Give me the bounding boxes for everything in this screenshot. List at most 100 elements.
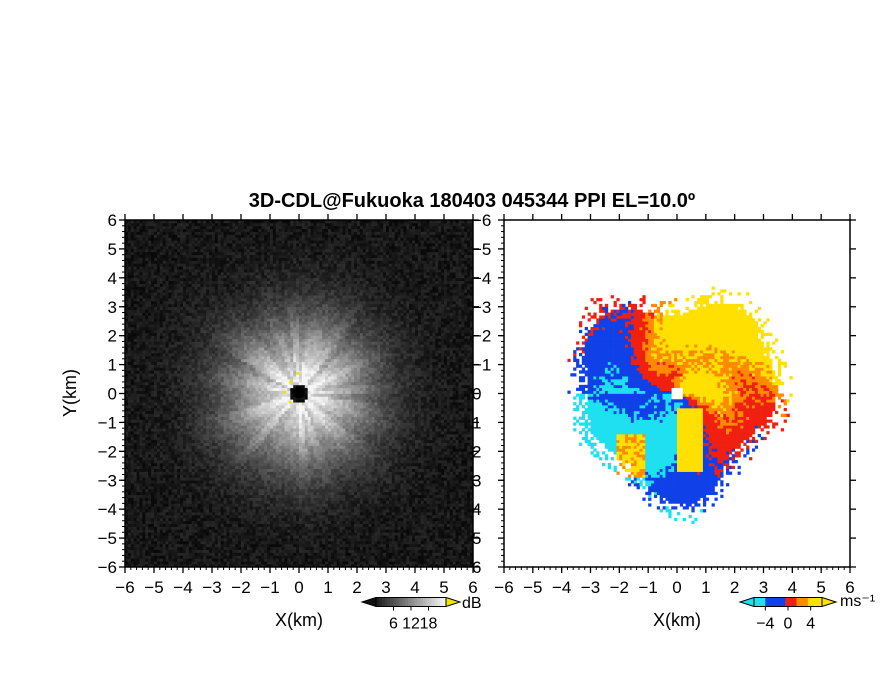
intensity-cell (229, 298, 233, 302)
intensity-cell (194, 448, 198, 452)
intensity-cell (139, 364, 143, 368)
intensity-cell (177, 222, 181, 227)
intensity-cell (177, 344, 181, 348)
intensity-cell (185, 500, 190, 504)
intensity-cell (130, 260, 135, 264)
intensity-cell (191, 260, 195, 264)
intensity-cell (125, 445, 129, 449)
intensity-cell (130, 292, 135, 296)
intensity-cell (159, 387, 164, 391)
intensity-cell (133, 353, 137, 357)
intensity-cell (145, 445, 149, 449)
intensity-cell (226, 240, 230, 244)
intensity-cell (151, 237, 155, 241)
intensity-cell (206, 471, 210, 475)
intensity-cell (125, 514, 129, 519)
intensity-cell (223, 558, 227, 562)
intensity-cell (188, 483, 193, 487)
intensity-cell (185, 552, 190, 556)
intensity-cell (203, 402, 207, 406)
intensity-cell (133, 376, 137, 380)
intensity-cell (165, 379, 169, 383)
intensity-cell (142, 300, 146, 305)
intensity-cell (151, 225, 155, 230)
intensity-cell (185, 520, 190, 524)
intensity-cell (130, 503, 135, 507)
intensity-cell (125, 222, 129, 227)
intensity-cell (180, 376, 184, 380)
intensity-cell (203, 506, 207, 510)
intensity-cell (200, 225, 204, 230)
intensity-cell (154, 422, 158, 426)
intensity-cell (154, 500, 158, 504)
intensity-cell (232, 514, 236, 519)
intensity-cell (188, 277, 193, 282)
intensity-cell (238, 283, 242, 287)
intensity-cell (174, 540, 178, 545)
intensity-cell (185, 246, 190, 250)
intensity-cell (165, 390, 169, 394)
intensity-cell (229, 254, 233, 258)
intensity-cell (133, 326, 137, 331)
intensity-cell (223, 512, 227, 516)
intensity-cell (185, 361, 190, 365)
intensity-cell (142, 295, 146, 299)
intensity-cell (209, 477, 213, 481)
intensity-cell (125, 341, 129, 345)
intensity-cell (238, 431, 242, 435)
intensity-cell (206, 353, 210, 357)
intensity-cell (165, 517, 169, 522)
intensity-cell (238, 523, 242, 527)
intensity-cell (200, 321, 204, 325)
intensity-cell (194, 335, 198, 339)
intensity-cell (154, 364, 158, 368)
intensity-cell (136, 292, 140, 296)
intensity-cell (139, 413, 143, 417)
intensity-cell (171, 468, 175, 472)
intensity-cell (145, 246, 149, 250)
intensity-cell (154, 220, 158, 224)
intensity-cell (206, 543, 210, 548)
intensity-cell (223, 480, 227, 484)
intensity-cell (154, 462, 158, 467)
intensity-cell (226, 494, 230, 498)
intensity-cell (197, 251, 201, 256)
intensity-cell (214, 251, 219, 256)
intensity-cell (125, 523, 129, 527)
intensity-cell (217, 520, 222, 524)
intensity-cell (185, 428, 190, 432)
intensity-cell (127, 277, 132, 282)
intensity-cell (142, 532, 146, 536)
intensity-cell (139, 341, 143, 345)
intensity-cell (188, 410, 193, 415)
intensity-cell (206, 243, 210, 247)
intensity-cell (217, 315, 222, 319)
intensity-cell (177, 381, 181, 386)
intensity-cell (185, 451, 190, 455)
intensity-cell (154, 251, 158, 256)
intensity-cell (130, 433, 135, 438)
intensity-cell (154, 274, 158, 279)
intensity-cell (243, 402, 248, 406)
intensity-cell (162, 335, 166, 339)
intensity-cell (130, 353, 135, 357)
intensity-cell (185, 465, 190, 470)
intensity-cell (232, 488, 236, 493)
intensity-cell (232, 272, 236, 276)
intensity-cell (217, 538, 222, 542)
intensity-cell (229, 535, 233, 539)
intensity-cell (139, 497, 143, 501)
intensity-cell (197, 405, 201, 409)
intensity-cell (125, 474, 129, 478)
intensity-cell (133, 347, 137, 351)
intensity-cell (220, 509, 224, 513)
intensity-cell (159, 454, 164, 458)
intensity-cell (197, 486, 201, 490)
intensity-cell (127, 454, 132, 458)
intensity-cell (232, 257, 236, 261)
intensity-cell (145, 439, 149, 444)
intensity-cell (136, 220, 140, 224)
intensity-cell (220, 222, 224, 227)
intensity-cell (183, 269, 187, 273)
intensity-cell (139, 442, 143, 446)
